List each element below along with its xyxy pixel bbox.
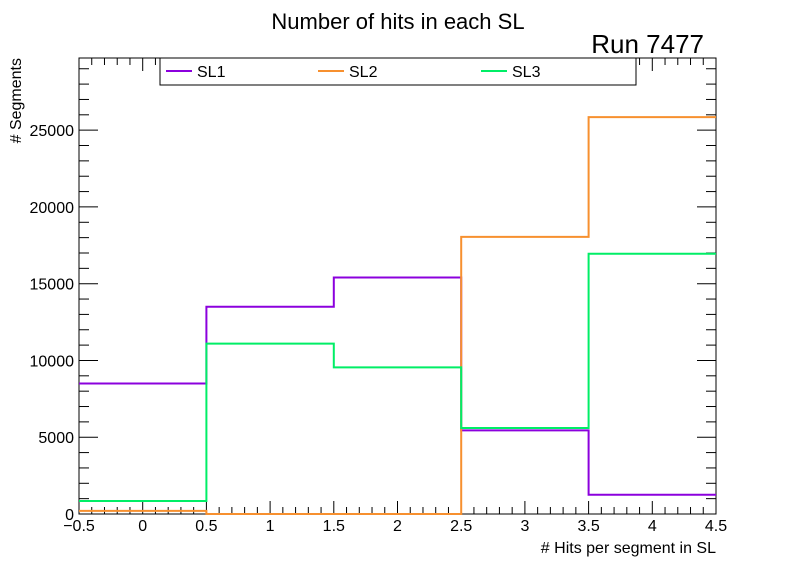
series-lines — [79, 116, 716, 515]
y-axis-ticks: 0 5000 10000 15000 20000 25000 — [30, 68, 716, 524]
y-tick-label: 10000 — [30, 353, 75, 370]
y-tick-label: 0 — [65, 507, 74, 524]
y-tick-label: 5000 — [38, 430, 74, 447]
y-tick-label: 15000 — [30, 277, 75, 294]
x-tick-label: 3.5 — [577, 518, 599, 535]
legend-label-sl2: SL2 — [349, 64, 378, 81]
x-tick-label: 4 — [648, 518, 657, 535]
x-tick-label: 4.5 — [705, 518, 727, 535]
x-tick-label: 1.5 — [323, 518, 345, 535]
series-line-sl1 — [79, 276, 716, 496]
x-axis-ticks: −0.5 0 0.5 1 1.5 2 2.5 3 3.5 4 4.5 — [63, 58, 727, 535]
series-line-sl2 — [79, 116, 716, 515]
y-tick-label: 20000 — [30, 200, 75, 217]
legend: SL1 SL2 SL3 — [159, 57, 637, 86]
x-axis-label: # Hits per segment in SL — [541, 540, 716, 557]
y-tick-label: 25000 — [30, 123, 75, 140]
x-tick-label: 2 — [393, 518, 402, 535]
legend-label-sl3: SL3 — [512, 64, 541, 81]
x-tick-label: 0 — [138, 518, 147, 535]
x-tick-label: −0.5 — [63, 518, 95, 535]
x-tick-label: 3 — [520, 518, 529, 535]
y-axis-label: # Segments — [8, 58, 25, 143]
x-tick-label: 1 — [266, 518, 275, 535]
legend-box — [159, 57, 637, 86]
plot-frame — [78, 57, 717, 515]
x-tick-label: 0.5 — [195, 518, 217, 535]
series-line-sl3 — [79, 252, 716, 502]
run-label: Run 7477 — [591, 29, 704, 59]
legend-label-sl1: SL1 — [197, 64, 226, 81]
x-tick-label: 2.5 — [450, 518, 472, 535]
chart-title: Number of hits in each SL — [271, 9, 524, 34]
